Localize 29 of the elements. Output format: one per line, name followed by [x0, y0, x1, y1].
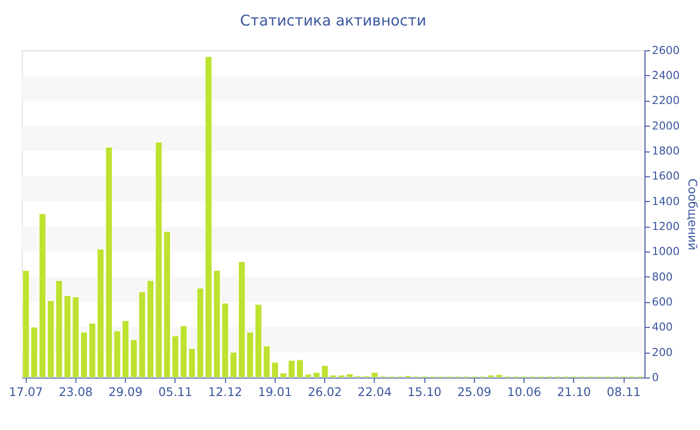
x-tick-label: 15.10 — [407, 384, 442, 399]
chart-title: Статистика активности — [240, 12, 426, 30]
y-tick-label: 200 — [652, 346, 673, 359]
y-tick-label: 0 — [652, 370, 659, 384]
y-tick-label: 2200 — [652, 94, 680, 108]
y-tick-label: 800 — [652, 270, 673, 284]
x-tick-label: 10.06 — [507, 384, 542, 399]
x-tick-label: 12.12 — [208, 384, 242, 399]
y-tick-label: 1200 — [652, 220, 680, 233]
y-axis-title: Сообщений — [686, 178, 700, 250]
y-tick-label: 1600 — [652, 170, 680, 183]
x-tick-label: 23.08 — [58, 384, 93, 399]
x-tick-label: 17.07 — [8, 384, 43, 399]
x-tick-label: 29.09 — [108, 384, 143, 399]
y-tick-label: 600 — [652, 295, 673, 308]
x-tick-label: 26.02 — [308, 384, 342, 399]
y-tick-label: 2400 — [652, 68, 680, 82]
x-tick-label: 25.09 — [457, 384, 492, 399]
x-tick-label: 19.01 — [258, 384, 292, 399]
y-tick-label: 400 — [652, 320, 673, 334]
y-tick-label: 2600 — [652, 44, 680, 57]
y-tick-label: 2000 — [652, 119, 680, 132]
x-tick-label: 05.11 — [158, 384, 192, 399]
y-tick-label: 1800 — [652, 144, 680, 158]
y-tick-label: 1400 — [652, 194, 680, 208]
x-tick-label: 08.11 — [606, 384, 641, 399]
y-tick-label: 1000 — [652, 245, 680, 258]
x-tick-label: 21.10 — [556, 384, 591, 399]
x-tick-label: 22.04 — [358, 384, 392, 399]
